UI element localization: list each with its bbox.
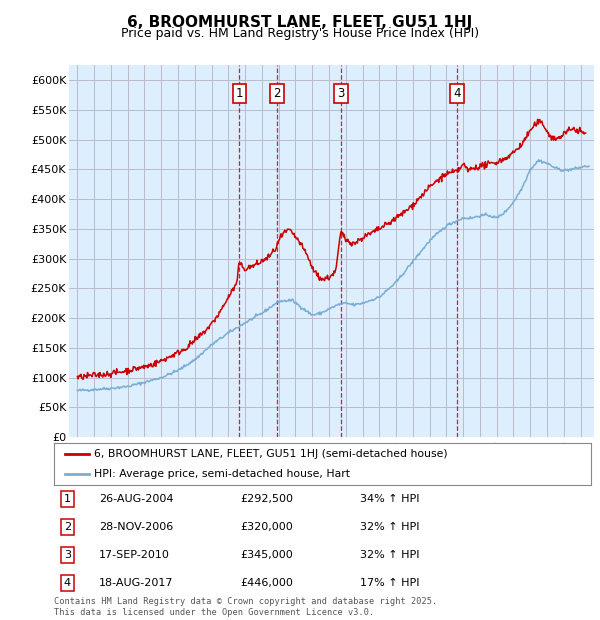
Text: 2: 2 (273, 87, 281, 100)
Text: 2: 2 (64, 522, 71, 532)
Text: 3: 3 (337, 87, 344, 100)
Text: Contains HM Land Registry data © Crown copyright and database right 2025.: Contains HM Land Registry data © Crown c… (54, 597, 437, 606)
Text: £320,000: £320,000 (240, 522, 293, 532)
Text: 28-NOV-2006: 28-NOV-2006 (99, 522, 173, 532)
Text: 17% ↑ HPI: 17% ↑ HPI (360, 578, 419, 588)
Text: £446,000: £446,000 (240, 578, 293, 588)
Text: 32% ↑ HPI: 32% ↑ HPI (360, 522, 419, 532)
Text: 3: 3 (64, 550, 71, 560)
Text: 26-AUG-2004: 26-AUG-2004 (99, 494, 173, 504)
Text: Price paid vs. HM Land Registry's House Price Index (HPI): Price paid vs. HM Land Registry's House … (121, 27, 479, 40)
Text: 1: 1 (64, 494, 71, 504)
Text: 6, BROOMHURST LANE, FLEET, GU51 1HJ: 6, BROOMHURST LANE, FLEET, GU51 1HJ (127, 16, 473, 30)
Text: 34% ↑ HPI: 34% ↑ HPI (360, 494, 419, 504)
Text: 17-SEP-2010: 17-SEP-2010 (99, 550, 170, 560)
Text: 32% ↑ HPI: 32% ↑ HPI (360, 550, 419, 560)
Text: This data is licensed under the Open Government Licence v3.0.: This data is licensed under the Open Gov… (54, 608, 374, 617)
Text: 1: 1 (235, 87, 243, 100)
Text: 4: 4 (64, 578, 71, 588)
Text: £345,000: £345,000 (240, 550, 293, 560)
Text: 6, BROOMHURST LANE, FLEET, GU51 1HJ (semi-detached house): 6, BROOMHURST LANE, FLEET, GU51 1HJ (sem… (94, 450, 448, 459)
Text: £292,500: £292,500 (240, 494, 293, 504)
Text: 18-AUG-2017: 18-AUG-2017 (99, 578, 173, 588)
Text: HPI: Average price, semi-detached house, Hart: HPI: Average price, semi-detached house,… (94, 469, 350, 479)
Text: 4: 4 (453, 87, 461, 100)
